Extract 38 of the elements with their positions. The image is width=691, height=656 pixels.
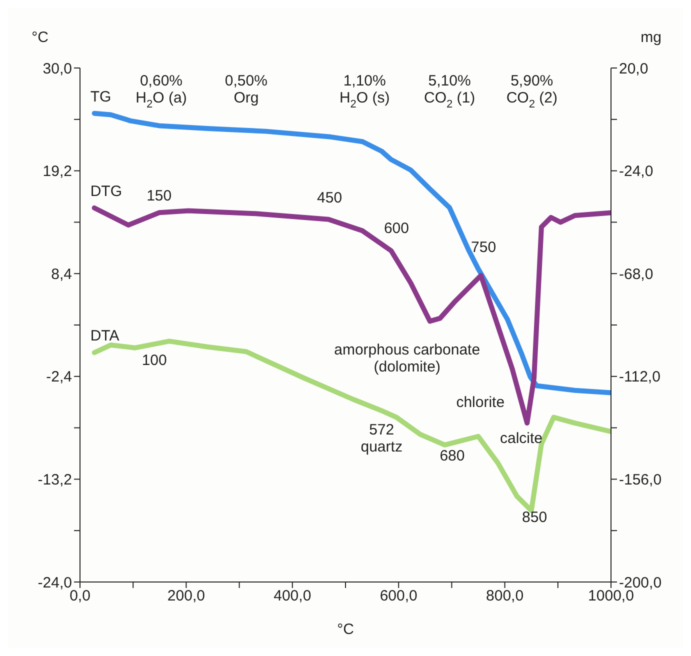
- annotation: 0,50% Org: [224, 72, 268, 107]
- y-tick-label: 19,2: [42, 163, 72, 180]
- x-tick-label: 600,0: [380, 588, 418, 605]
- annotation: 0,60% H$_{2}$O (a): [136, 72, 187, 111]
- annotation: 600: [384, 220, 409, 237]
- annotation: 572 quartz: [360, 421, 402, 456]
- series-label: TG: [90, 88, 112, 106]
- annotation: 150: [146, 187, 172, 204]
- annotation: 850: [522, 508, 548, 526]
- annotation: 5,90% CO$_{2}$ (2): [506, 72, 558, 111]
- y2-tick-label: -156,0: [619, 472, 662, 489]
- x-tick-label: 200,0: [167, 588, 205, 605]
- annotation: 5,10% CO$_{2}$ (1): [424, 72, 476, 111]
- y2-tick-label: -112,0: [619, 368, 660, 386]
- x-axis-title: °C: [337, 621, 354, 638]
- annotation: 750: [471, 238, 496, 256]
- x-tick-label: 800,0: [486, 588, 524, 605]
- y2-tick-label: -68,0: [619, 266, 654, 283]
- x-tick-label: 400,0: [274, 588, 312, 605]
- annotation: 100: [142, 352, 167, 369]
- series-label: DTG: [90, 182, 122, 200]
- x-tick-label: 0,0: [70, 588, 90, 605]
- y2-tick-label: 20,0: [619, 60, 648, 78]
- annotation: 680: [440, 448, 465, 465]
- y-tick-label: 30,0: [42, 60, 72, 78]
- y2-tick-label: -24,0: [619, 163, 654, 180]
- annotation: amorphous carbonate (dolomite): [334, 341, 480, 376]
- y2-axis-title: mg: [640, 28, 662, 46]
- annotation: chlorite: [456, 394, 505, 412]
- y-axis-title: °C: [32, 28, 49, 46]
- annotation: 1,10% H$_{2}$O (s): [339, 72, 390, 111]
- y-tick-label: -24,0: [38, 574, 72, 592]
- annotation: calcite: [500, 430, 543, 448]
- y-tick-label: 8,4: [51, 266, 72, 283]
- y-tick-label: -13,2: [38, 472, 72, 489]
- annotation: 450: [317, 190, 342, 207]
- y-tick-label: -2,4: [46, 368, 72, 386]
- series-label: DTA: [90, 328, 120, 345]
